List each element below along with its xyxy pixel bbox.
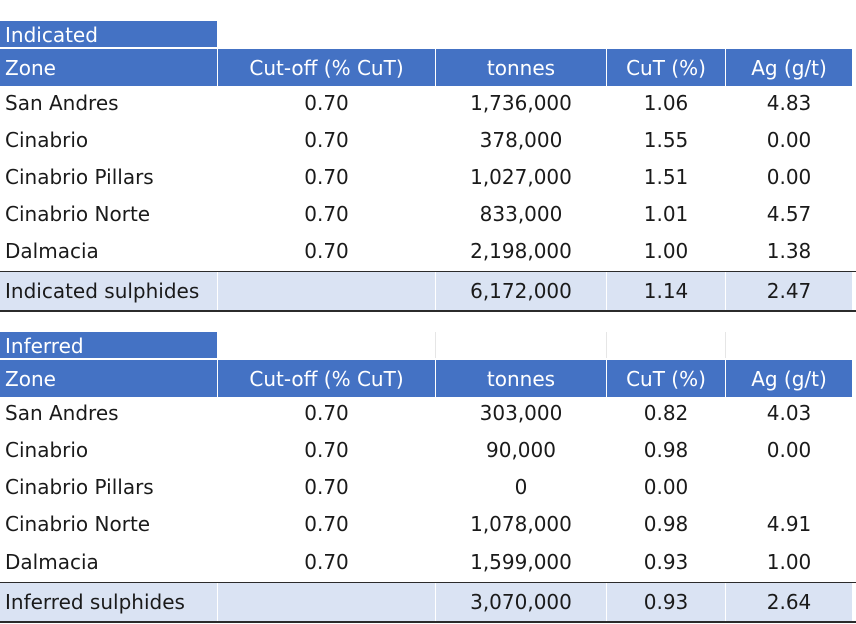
inferred-section-label: Inferred xyxy=(0,332,217,358)
zone-cell: Cinabrio xyxy=(5,127,89,152)
cutoff-cell: 0.70 xyxy=(304,201,349,226)
gridline xyxy=(606,332,607,358)
cutoff-cell: 0.70 xyxy=(304,238,349,263)
header-cutoff: Cut-off (% CuT) xyxy=(218,49,435,86)
gridline xyxy=(435,332,436,358)
cut-cell: 0.93 xyxy=(643,549,689,574)
tonnes-cell: 1,599,000 xyxy=(470,549,572,574)
cutoff-cell: 0.70 xyxy=(304,127,349,152)
table-row: Cinabrio Pillars 0.70 0 0.00 xyxy=(0,468,856,505)
zone-cell: Cinabrio Pillars xyxy=(5,164,154,189)
zone-cell: Dalmacia xyxy=(5,549,99,574)
indicated-section-label: Indicated xyxy=(0,21,217,47)
ag-cell: 4.03 xyxy=(766,400,812,425)
tonnes-cell: 378,000 xyxy=(479,127,563,152)
table-row: Cinabrio Pillars 0.70 1,027,000 1.51 0.0… xyxy=(0,158,856,195)
cutoff-cell: 0.70 xyxy=(304,400,349,425)
tonnes-cell: 1,027,000 xyxy=(470,164,572,189)
table-row: Dalmacia 0.70 2,198,000 1.00 1.38 xyxy=(0,232,856,269)
total-cut-cell: 0.93 xyxy=(607,583,725,621)
total-cutoff-cell xyxy=(218,583,435,621)
total-cutoff-cell xyxy=(218,272,435,310)
total-label-cell: Inferred sulphides xyxy=(0,583,217,621)
cutoff-cell: 0.70 xyxy=(304,437,349,462)
table-row: Cinabrio Norte 0.70 1,078,000 0.98 4.91 xyxy=(0,505,856,542)
total-ag-cell: 2.64 xyxy=(726,583,852,621)
header-ag: Ag (g/t) xyxy=(726,360,852,397)
cutoff-cell: 0.70 xyxy=(304,474,349,499)
total-tonnes-cell: 6,172,000 xyxy=(436,272,606,310)
cutoff-cell: 0.70 xyxy=(304,549,349,574)
ag-cell: 4.83 xyxy=(766,90,812,115)
header-zone: Zone xyxy=(0,360,217,397)
cut-cell: 1.55 xyxy=(643,127,689,152)
ag-cell: 4.91 xyxy=(766,511,812,536)
zone-cell: San Andres xyxy=(5,90,119,115)
zone-cell: Cinabrio xyxy=(5,437,89,462)
header-cutoff: Cut-off (% CuT) xyxy=(218,360,435,397)
total-label-cell: Indicated sulphides xyxy=(0,272,217,310)
ag-cell: 0.00 xyxy=(766,164,812,189)
tonnes-cell: 2,198,000 xyxy=(470,238,572,263)
cut-cell: 1.06 xyxy=(643,90,689,115)
header-cut: CuT (%) xyxy=(607,360,725,397)
table-row: Cinabrio 0.70 378,000 1.55 0.00 xyxy=(0,121,856,158)
tonnes-cell: 90,000 xyxy=(486,437,556,462)
header-zone: Zone xyxy=(0,49,217,86)
ag-cell: 0.00 xyxy=(766,127,812,152)
cut-cell: 0.00 xyxy=(643,474,689,499)
cut-cell: 0.98 xyxy=(643,511,689,536)
total-ag-cell: 2.47 xyxy=(726,272,852,310)
tonnes-cell: 1,078,000 xyxy=(470,511,572,536)
table-row: San Andres 0.70 1,736,000 1.06 4.83 xyxy=(0,84,856,121)
total-tonnes-cell: 3,070,000 xyxy=(436,583,606,621)
indicated-header-row: Zone Cut-off (% CuT) tonnes CuT (%) Ag (… xyxy=(0,49,856,86)
zone-cell: Cinabrio Norte xyxy=(5,201,151,226)
table-row: Dalmacia 0.70 1,599,000 0.93 1.00 xyxy=(0,543,856,580)
cut-cell: 1.01 xyxy=(643,201,689,226)
header-cut: CuT (%) xyxy=(607,49,725,86)
cut-cell: 1.51 xyxy=(643,164,689,189)
header-ag: Ag (g/t) xyxy=(726,49,852,86)
cutoff-cell: 0.70 xyxy=(304,511,349,536)
tonnes-cell: 833,000 xyxy=(479,201,563,226)
tonnes-cell: 1,736,000 xyxy=(470,90,572,115)
zone-cell: Dalmacia xyxy=(5,238,99,263)
inferred-header-row: Zone Cut-off (% CuT) tonnes CuT (%) Ag (… xyxy=(0,360,856,397)
ag-cell: 0.00 xyxy=(766,437,812,462)
gridline xyxy=(725,332,726,358)
tonnes-cell: 303,000 xyxy=(479,400,563,425)
ag-cell xyxy=(726,468,852,505)
table-row: Cinabrio Norte 0.70 833,000 1.01 4.57 xyxy=(0,195,856,232)
cut-cell: 1.00 xyxy=(643,238,689,263)
ag-cell: 1.38 xyxy=(766,238,812,263)
zone-cell: Cinabrio Norte xyxy=(5,511,151,536)
zone-cell: San Andres xyxy=(5,400,119,425)
cut-cell: 0.98 xyxy=(643,437,689,462)
table-row: San Andres 0.70 303,000 0.82 4.03 xyxy=(0,394,856,431)
header-tonnes: tonnes xyxy=(436,360,606,397)
indicated-total-row: Indicated sulphides 6,172,000 1.14 2.47 xyxy=(0,271,856,312)
cut-cell: 0.82 xyxy=(643,400,689,425)
ag-cell: 1.00 xyxy=(766,549,812,574)
table-row: Cinabrio 0.70 90,000 0.98 0.00 xyxy=(0,431,856,468)
ag-cell: 4.57 xyxy=(766,201,812,226)
header-tonnes: tonnes xyxy=(436,49,606,86)
total-cut-cell: 1.14 xyxy=(607,272,725,310)
inferred-total-row: Inferred sulphides 3,070,000 0.93 2.64 xyxy=(0,582,856,623)
cutoff-cell: 0.70 xyxy=(304,164,349,189)
zone-cell: Cinabrio Pillars xyxy=(5,474,154,499)
cutoff-cell: 0.70 xyxy=(304,90,349,115)
tonnes-cell: 0 xyxy=(514,474,528,499)
